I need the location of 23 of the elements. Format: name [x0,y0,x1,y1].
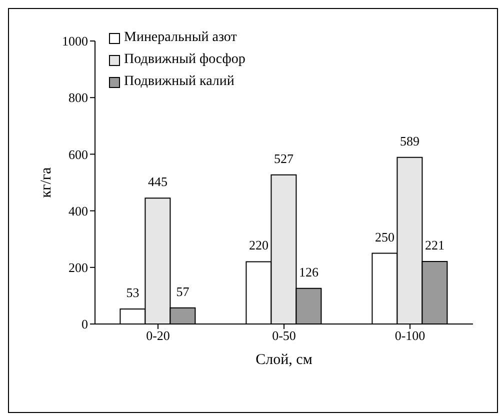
data-label: 250 [374,229,394,244]
legend-label: Подвижный калий [124,73,234,91]
y-tick-label: 200 [68,260,88,276]
x-tick-label: 0-50 [272,328,296,344]
y-tick-label: 400 [68,203,88,218]
y-tick-label: 600 [68,146,88,162]
legend-label: Подвижный фосфор [124,51,246,69]
data-label: 126 [298,264,319,280]
x-tick-label: 0-100 [394,328,426,344]
legend-label: Минеральный азот [124,29,237,47]
x-axis-title: Слой, см [256,352,313,368]
data-label: 53 [126,285,140,300]
data-label: 445 [148,174,168,190]
y-tick-label: 0 [82,316,88,332]
y-tick-label: 800 [68,90,88,106]
data-label: 57 [176,284,190,299]
data-label: 220 [248,238,268,253]
y-axis-title: кг/га [38,166,54,198]
data-label: 589 [400,133,420,148]
x-tick-label: 0-20 [146,328,170,344]
data-label: 527 [274,150,294,166]
data-label: 221 [424,237,444,252]
y-tick-label: 1000 [62,34,88,49]
